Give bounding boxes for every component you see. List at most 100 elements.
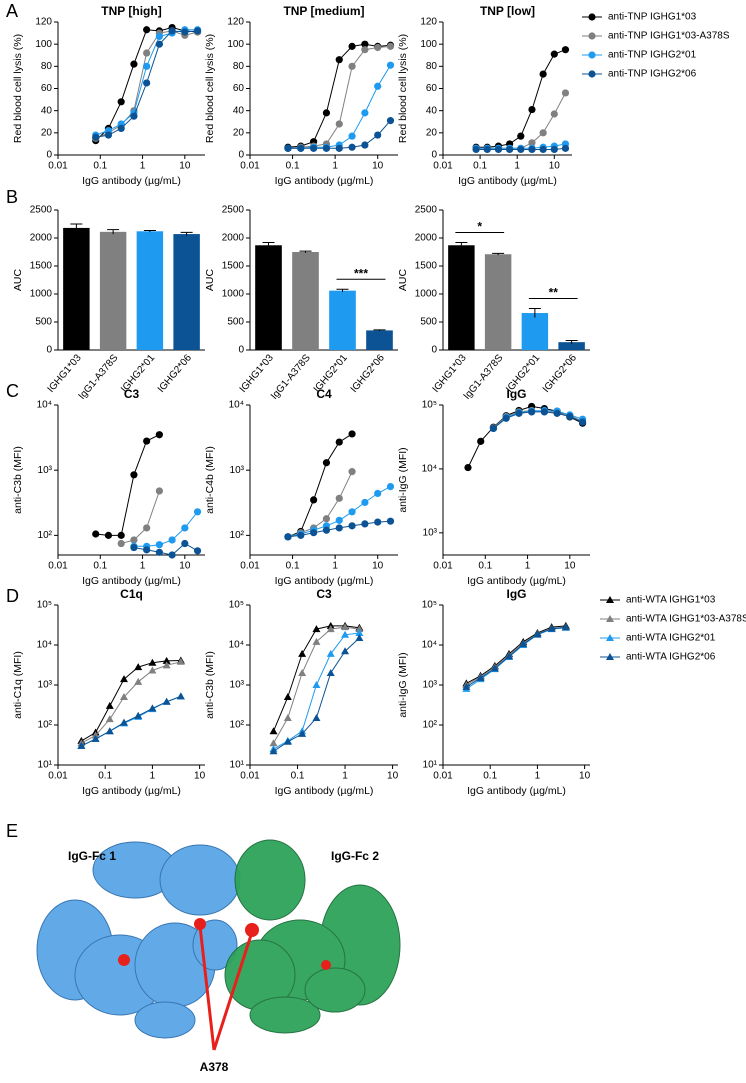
- x-tick-label: 10: [194, 771, 206, 782]
- legend-label: anti-WTA IGHG2*06: [626, 652, 716, 663]
- data-point: [348, 132, 356, 140]
- data-point: [105, 715, 114, 723]
- data-point: [155, 431, 163, 439]
- significance-label: **: [549, 286, 559, 300]
- x-tick-label: 1: [514, 161, 520, 172]
- data-point: [119, 693, 128, 701]
- data-point: [550, 110, 558, 118]
- panel-label: D: [6, 586, 19, 606]
- data-point: [464, 463, 472, 472]
- y-tick-label: 2000: [30, 233, 53, 244]
- y-tick-label: 120: [227, 17, 244, 28]
- data-point: [341, 623, 350, 631]
- chart: 05001000150020002500AUCIGHG1*03IgG1-A378…: [397, 205, 590, 402]
- data-point: [130, 543, 138, 552]
- y-tick-label: 0: [431, 150, 437, 161]
- error-bar: [565, 339, 578, 344]
- data-point: [155, 548, 163, 556]
- chart-title: TNP [high]: [101, 4, 161, 18]
- data-point: [348, 430, 356, 438]
- x-axis-label: IgG antibody (µg/mL): [82, 785, 181, 797]
- y-tick-label: 2500: [415, 205, 438, 216]
- y-tick-label: 10⁴: [37, 640, 52, 651]
- data-point: [193, 27, 202, 35]
- bar: [63, 227, 90, 350]
- y-tick-label: 10²: [230, 720, 245, 731]
- data-point: [335, 56, 343, 64]
- error-bar: [143, 229, 156, 233]
- y-tick-label: 10⁴: [229, 400, 244, 411]
- x-tick-label: 10: [179, 161, 191, 172]
- data-point: [462, 682, 471, 690]
- y-tick-label: 10⁴: [229, 640, 244, 651]
- domain: [249, 996, 321, 1034]
- data-point: [515, 409, 523, 417]
- y-axis-label: anti-IgG (MFI): [397, 447, 409, 512]
- x-tick-label: 0.01: [433, 771, 453, 782]
- data-point: [77, 741, 86, 749]
- data-point: [561, 89, 570, 97]
- y-tick-label: 0: [431, 345, 437, 356]
- error-bar: [70, 223, 83, 232]
- data-point: [168, 551, 176, 559]
- x-tick-label: 10: [387, 771, 399, 782]
- data-point: [117, 98, 125, 106]
- data-point: [312, 681, 321, 688]
- y-tick-label: 20: [233, 127, 245, 138]
- y-tick-label: 10³: [230, 465, 245, 476]
- data-point: [269, 747, 278, 755]
- y-tick-label: 1000: [415, 289, 438, 300]
- x-tick-label: 0.1: [478, 561, 492, 572]
- data-point: [310, 496, 318, 504]
- chart-title: IgG: [507, 387, 527, 401]
- structure-label: IgG-Fc 2: [331, 849, 379, 863]
- data-point: [335, 120, 343, 128]
- data-point: [92, 133, 100, 141]
- data-point: [322, 515, 331, 523]
- chart: 10¹ 10² 10³ 10⁴ 10⁵ C3 anti-C3b (MFI) 0.01 0.1 1 1…: [204, 587, 399, 797]
- data-point: [550, 50, 558, 58]
- data-point: [341, 647, 350, 655]
- data-point: [143, 26, 151, 34]
- x-tick-label: 10: [372, 561, 384, 572]
- y-tick-label: 1500: [222, 261, 245, 272]
- data-point: [561, 46, 570, 54]
- x-tick-label: IGHG1*03: [46, 352, 84, 395]
- legend-marker: [588, 51, 596, 59]
- y-tick-label: 60: [426, 83, 438, 94]
- data-point: [155, 32, 163, 41]
- data-point: [506, 145, 514, 154]
- legend-marker: [588, 70, 596, 78]
- data-point: [312, 637, 321, 645]
- data-point: [477, 437, 485, 445]
- data-point: [517, 145, 525, 154]
- series-line: [476, 92, 566, 149]
- data-point: [310, 144, 318, 152]
- y-tick-label: 10³: [423, 527, 438, 538]
- data-point: [155, 487, 163, 495]
- y-axis-label: Red blood cell lysis (%): [204, 34, 216, 143]
- data-point: [348, 522, 356, 530]
- y-tick-label: 10²: [230, 530, 245, 541]
- legend-label: anti-TNP IGHG1*03: [608, 12, 697, 23]
- data-point: [374, 131, 382, 139]
- error-bar: [336, 288, 349, 293]
- data-point: [298, 668, 307, 676]
- data-point: [386, 483, 395, 491]
- protein-structure: IgG-Fc 1 IgG-Fc 2 A378: [36, 839, 401, 1074]
- data-point: [361, 498, 369, 507]
- y-tick-label: 1000: [222, 289, 245, 300]
- significance-label: ***: [354, 266, 368, 280]
- y-tick-label: 0: [238, 345, 244, 356]
- data-point: [269, 739, 278, 747]
- data-point: [539, 145, 547, 154]
- data-point: [335, 438, 343, 446]
- x-tick-label: 1: [150, 771, 156, 782]
- y-tick-label: 10³: [38, 680, 53, 691]
- y-axis-label: anti-C1q (MFI): [12, 651, 24, 719]
- x-axis-label: IgG antibody (µg/mL): [467, 575, 566, 587]
- y-axis-label: anti-C3b (MFI): [12, 446, 24, 514]
- y-tick-label: 10⁴: [422, 640, 437, 651]
- panel-label: A: [6, 1, 18, 21]
- data-point: [297, 144, 305, 152]
